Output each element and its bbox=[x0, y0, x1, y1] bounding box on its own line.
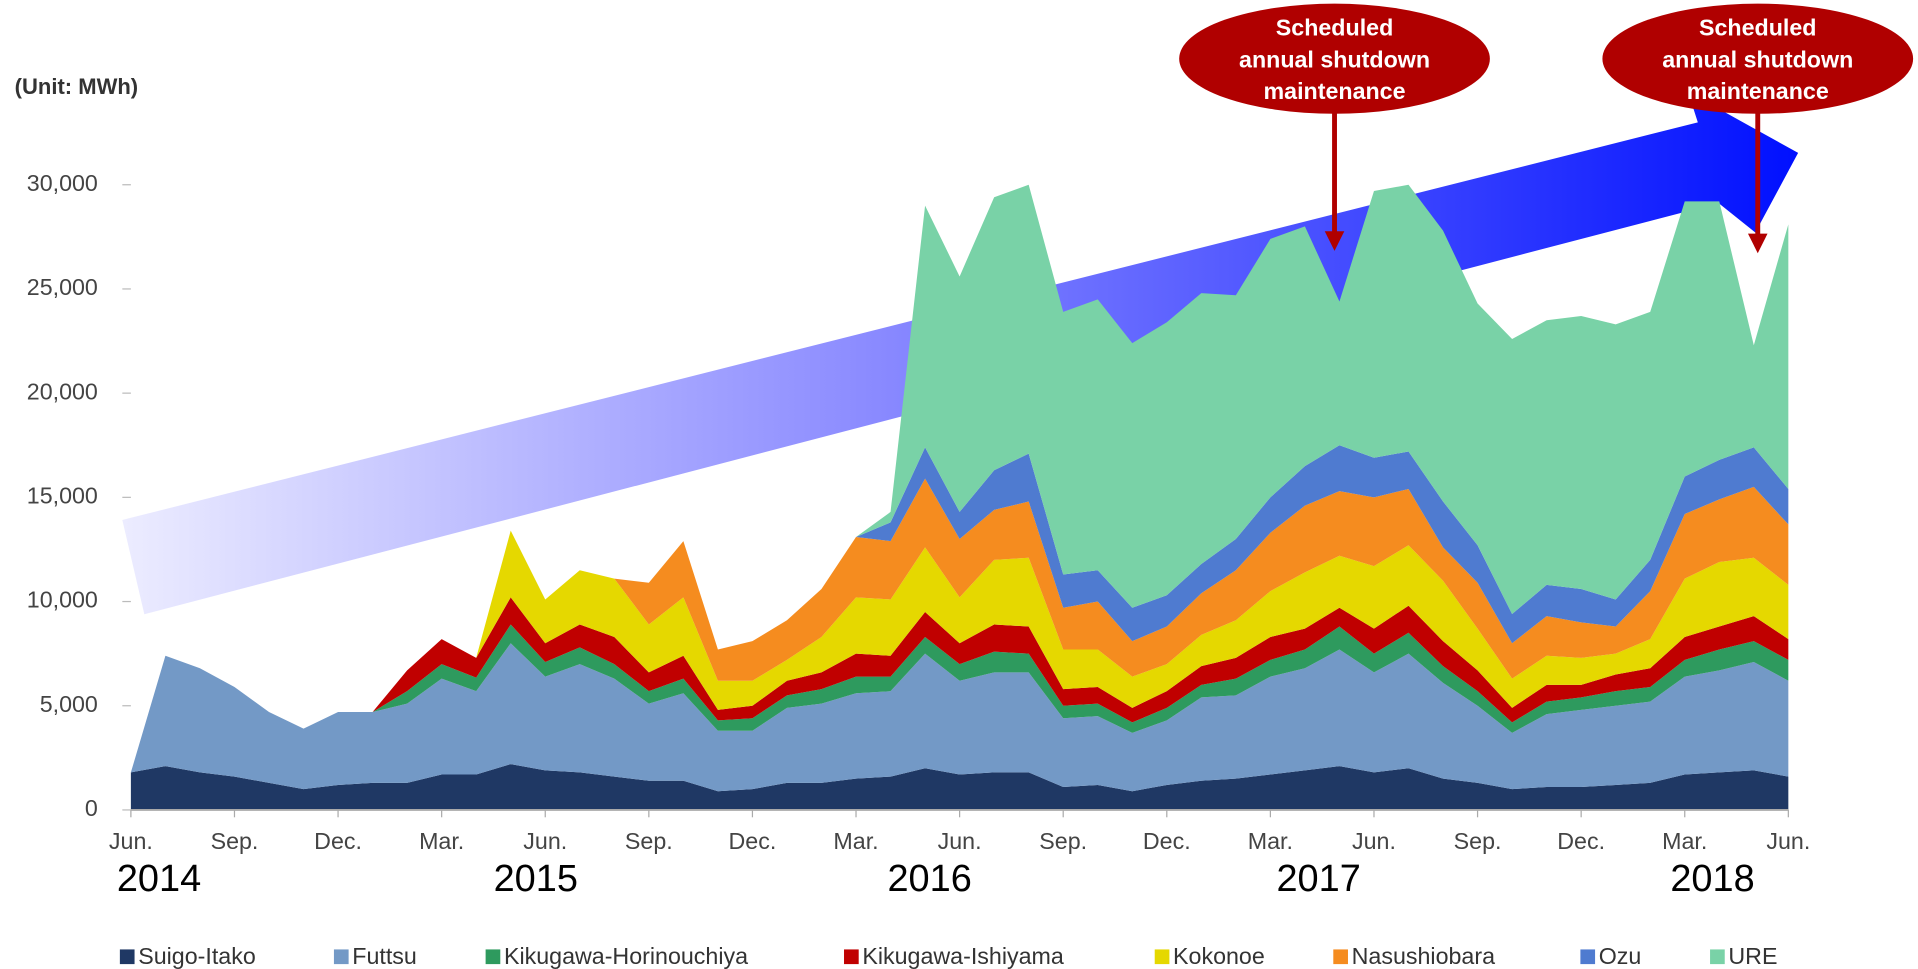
area bbox=[130, 184, 1789, 773]
year-label: 2014 bbox=[117, 858, 201, 900]
legend-label: URE bbox=[1728, 943, 1777, 969]
x-tick-label: Mar. bbox=[419, 828, 464, 854]
x-tick-label: Sep. bbox=[211, 828, 259, 854]
y-tick-label: 30,000 bbox=[27, 170, 98, 196]
x-tick-label: Jun. bbox=[938, 828, 982, 854]
y-axis-label: (Unit: MWh) bbox=[15, 74, 138, 99]
x-tick-label: Sep. bbox=[625, 828, 673, 854]
annotation-text: maintenance bbox=[1264, 78, 1406, 104]
legend-swatch bbox=[333, 949, 349, 965]
legend-swatch bbox=[844, 949, 859, 965]
x-tick-label: Dec. bbox=[314, 828, 362, 854]
x-tick-label: Sep. bbox=[1039, 828, 1087, 854]
x-tick-label: Jun. bbox=[1766, 828, 1810, 854]
year-label: 2017 bbox=[1276, 858, 1360, 900]
legend-swatch bbox=[485, 949, 501, 965]
year-label: 2016 bbox=[887, 858, 971, 900]
legend-swatch bbox=[1710, 949, 1725, 965]
y-tick-label: 5,000 bbox=[40, 691, 98, 717]
annotation-arrowhead bbox=[1324, 231, 1345, 251]
year-label: 2015 bbox=[494, 858, 578, 900]
legend-swatch bbox=[1333, 949, 1348, 965]
annotation-text: Scheduled bbox=[1276, 15, 1393, 41]
area bbox=[130, 624, 1789, 773]
area bbox=[130, 643, 1789, 792]
legend-label: Futtsu bbox=[352, 943, 417, 969]
y-tick-label: 25,000 bbox=[27, 274, 98, 300]
x-tick-label: Mar. bbox=[833, 828, 878, 854]
y-tick-label: 10,000 bbox=[27, 587, 98, 613]
area bbox=[130, 478, 1789, 773]
legend-swatch bbox=[1580, 949, 1596, 965]
area bbox=[130, 597, 1789, 773]
legend-label: Kikugawa-Horinouchiya bbox=[504, 943, 748, 969]
y-tick-label: 15,000 bbox=[27, 482, 98, 508]
legend-label: Ozu bbox=[1599, 943, 1642, 969]
y-tick-label: 20,000 bbox=[27, 378, 98, 404]
legend-label: Kokonoe bbox=[1173, 943, 1265, 969]
legend-label: Nasushiobara bbox=[1352, 943, 1495, 969]
x-tick-label: Dec. bbox=[729, 828, 777, 854]
x-tick-label: Jun. bbox=[109, 828, 153, 854]
legend-label: Kikugawa-Ishiyama bbox=[862, 943, 1064, 969]
y-tick-label: 0 bbox=[85, 795, 98, 821]
annotation-text: Scheduled bbox=[1699, 15, 1816, 41]
annotation-bubble bbox=[1179, 3, 1490, 114]
x-tick-label: Jun. bbox=[523, 828, 567, 854]
area bbox=[130, 764, 1789, 810]
x-tick-label: Sep. bbox=[1454, 828, 1502, 854]
areas bbox=[130, 184, 1789, 810]
x-tick-label: Jun. bbox=[1352, 828, 1396, 854]
x-tick-label: Dec. bbox=[1143, 828, 1191, 854]
year-label: 2018 bbox=[1670, 858, 1754, 900]
legend-swatch bbox=[1154, 949, 1170, 965]
x-tick-label: Dec. bbox=[1557, 828, 1605, 854]
legend-label: Suigo-Itako bbox=[138, 943, 256, 969]
annotation-text: annual shutdown bbox=[1662, 46, 1853, 72]
area bbox=[130, 530, 1789, 773]
annotation-bubble bbox=[1602, 3, 1914, 114]
x-tick-label: Mar. bbox=[1248, 828, 1293, 854]
legend-swatch bbox=[119, 949, 135, 965]
annotation-arrowhead bbox=[1747, 233, 1768, 254]
annotation-text: maintenance bbox=[1687, 78, 1829, 104]
annotation-text: annual shutdown bbox=[1239, 46, 1430, 72]
x-tick-label: Mar. bbox=[1662, 828, 1707, 854]
